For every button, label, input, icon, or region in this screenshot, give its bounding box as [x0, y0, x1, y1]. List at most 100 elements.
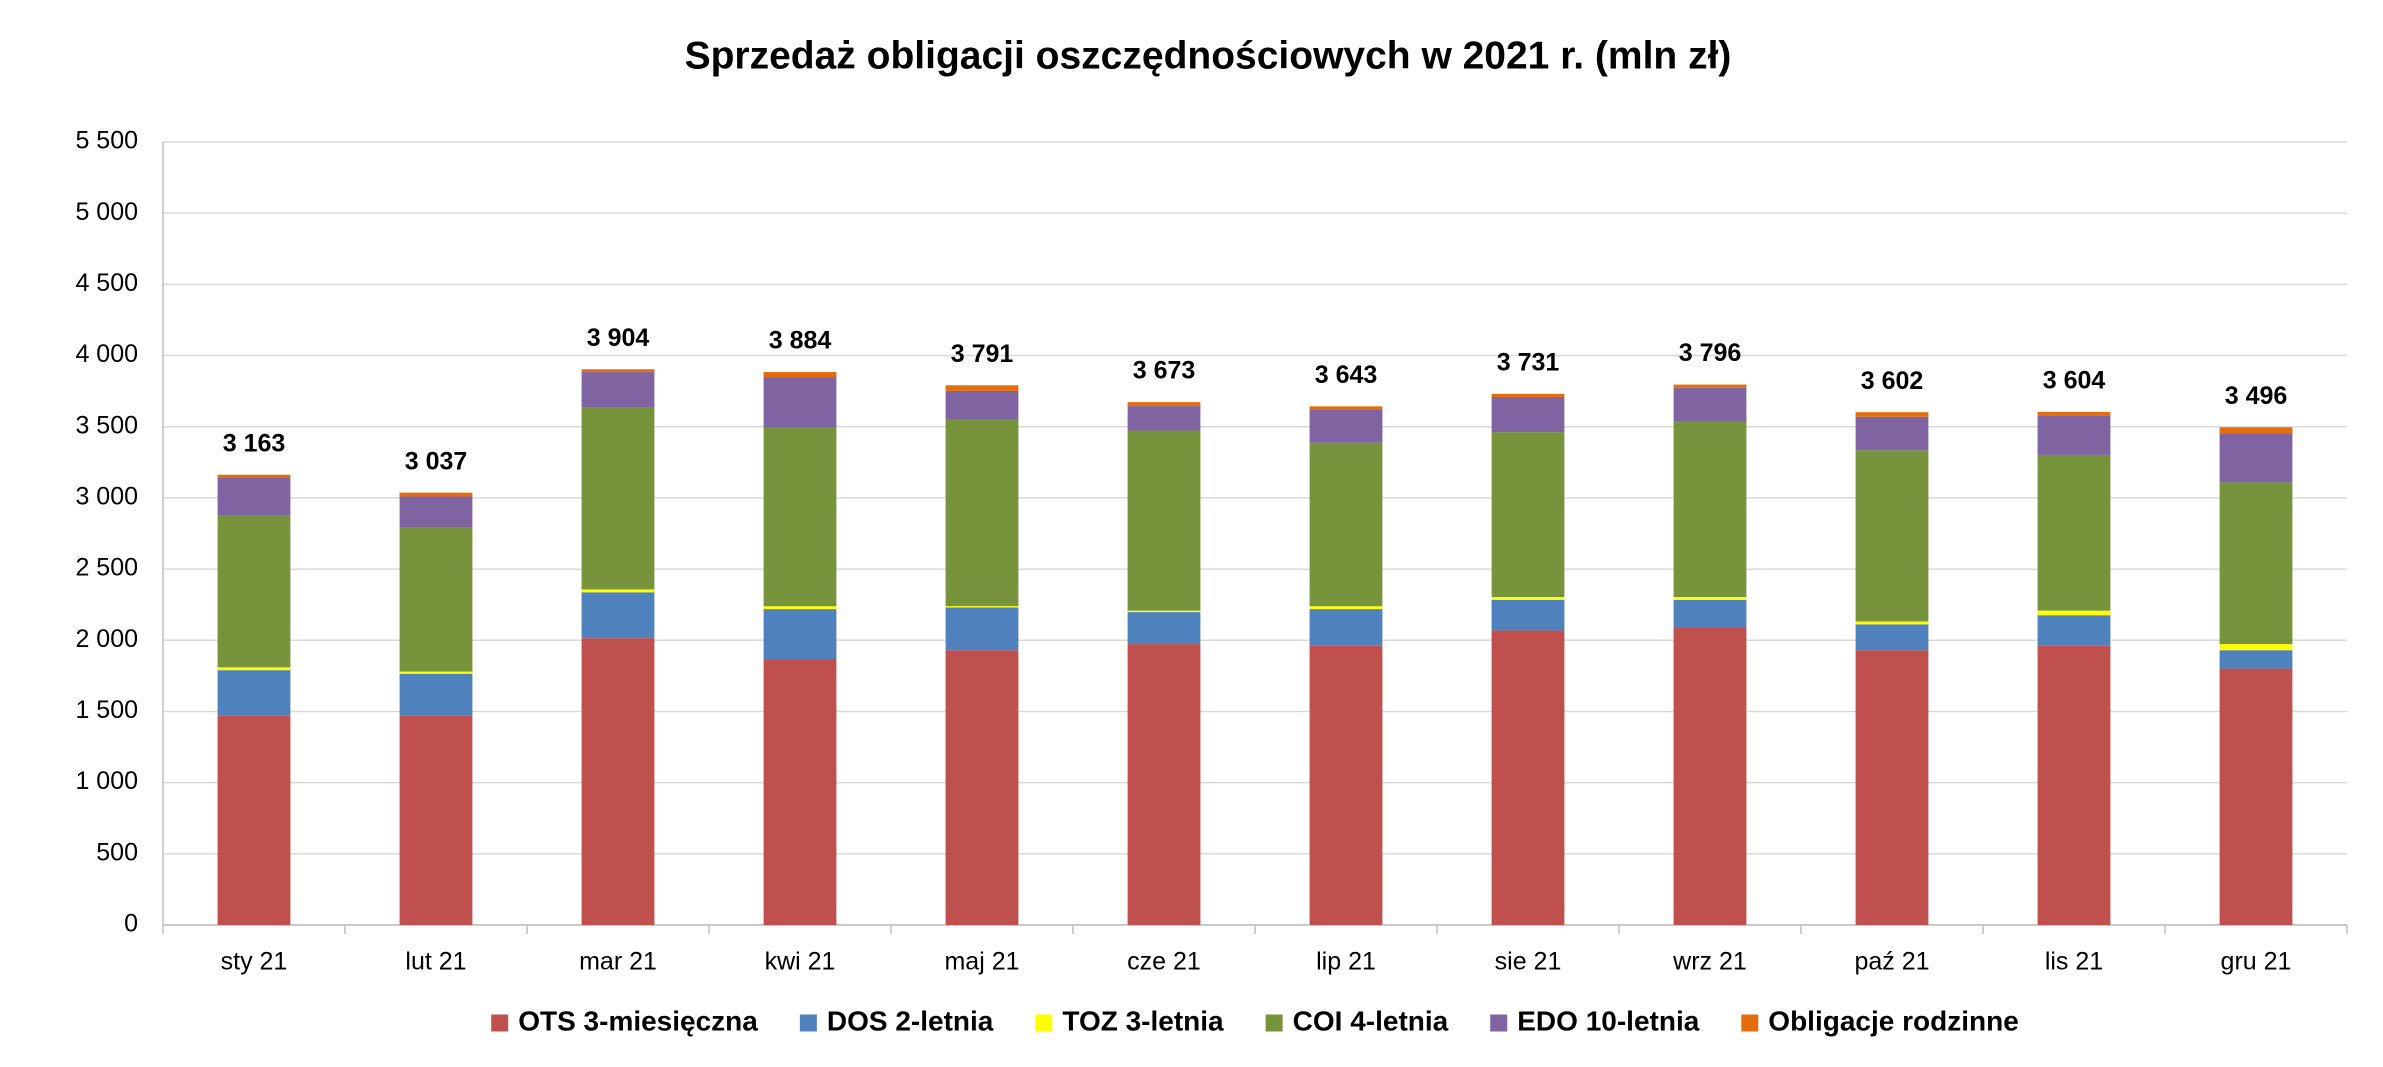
bar-segment: [399, 671, 473, 674]
bar-segment: [2219, 650, 2293, 669]
bar-segment: [1491, 396, 1565, 433]
bar-segment: [1855, 624, 1929, 651]
bar-segment: [1309, 406, 1383, 410]
bar-segment: [1127, 430, 1201, 611]
chart-title: Sprzedaż obligacji oszczędnościowych w 2…: [685, 34, 1732, 77]
total-label: 3 884: [769, 327, 832, 355]
bar-segment: [1309, 442, 1383, 607]
x-tick-label: lis 21: [2045, 948, 2103, 976]
bar-segment: [217, 667, 291, 671]
legend-label: TOZ 3-letnia: [1062, 1005, 1224, 1036]
bar-segment: [217, 514, 291, 668]
bar-segment: [2037, 645, 2111, 925]
bar-segment: [1673, 596, 1747, 600]
bar-segment: [1855, 450, 1929, 622]
total-label: 3 731: [1497, 348, 1560, 376]
legend-swatch: [799, 1014, 817, 1032]
bar-segment: [2037, 411, 2111, 416]
bar-segment: [399, 527, 473, 672]
bar-segment: [2219, 482, 2293, 645]
bar-segment: [2037, 610, 2111, 616]
y-tick-label: 2 500: [75, 554, 138, 582]
y-tick-label: 3 000: [75, 483, 138, 511]
bar-segment: [1127, 406, 1201, 431]
bar-segment: [581, 372, 655, 408]
bar-segment: [945, 385, 1019, 391]
bar-segment: [1673, 384, 1747, 388]
bar-segment: [1491, 630, 1565, 925]
bar-segment: [399, 715, 473, 925]
legend-swatch: [1265, 1014, 1283, 1032]
bar-segment: [399, 496, 473, 528]
y-tick-label: 4 500: [75, 269, 138, 297]
y-tick-label: 3 500: [75, 411, 138, 439]
bar-segment: [1127, 612, 1201, 645]
x-tick-label: wrz 21: [1672, 948, 1747, 976]
bar-segment: [581, 407, 655, 590]
x-tick-label: lip 21: [1316, 948, 1376, 976]
legend-label: Obligacje rodzinne: [1768, 1005, 2018, 1036]
bar-segment: [1491, 596, 1565, 600]
x-tick-label: lut 21: [405, 948, 466, 976]
x-tick-label: sie 21: [1495, 948, 1562, 976]
bar-segment: [1309, 606, 1383, 610]
x-tick-label: maj 21: [944, 948, 1019, 976]
total-label: 3 796: [1679, 339, 1742, 367]
bar-segment: [763, 427, 837, 607]
y-tick-label: 0: [124, 910, 138, 938]
total-label: 3 037: [405, 447, 468, 475]
total-label: 3 904: [587, 324, 650, 352]
bar-segment: [2037, 454, 2111, 611]
x-tick-label: cze 21: [1127, 948, 1201, 976]
bar-segment: [1491, 599, 1565, 631]
x-tick-label: gru 21: [2221, 948, 2292, 976]
bar-segment: [945, 390, 1019, 420]
bar-segment: [945, 606, 1019, 608]
bar-segment: [217, 670, 291, 716]
bar-segment: [1673, 421, 1747, 597]
bar-segment: [1491, 393, 1565, 397]
bar-segment: [581, 592, 655, 639]
legend-label: OTS 3-miesięczna: [518, 1005, 758, 1036]
bar-segment: [763, 372, 837, 378]
total-label: 3 673: [1133, 357, 1196, 385]
bar-segment: [217, 715, 291, 925]
bar-segment: [1127, 402, 1201, 407]
legend-swatch: [1035, 1014, 1053, 1032]
y-tick-label: 1 500: [75, 696, 138, 724]
bar-segment: [763, 377, 837, 428]
legend-swatch: [491, 1014, 509, 1032]
bar-segment: [581, 369, 655, 373]
y-tick-label: 4 000: [75, 340, 138, 368]
bar-segment: [581, 589, 655, 593]
bar-segment: [2219, 644, 2293, 651]
total-label: 3 643: [1315, 361, 1378, 389]
bar-segment: [1673, 627, 1747, 925]
total-label: 3 604: [2043, 367, 2106, 395]
bar-segment: [2219, 668, 2293, 925]
bar-segment: [1855, 416, 1929, 451]
bar-segment: [217, 474, 291, 478]
bar-segment: [1855, 621, 1929, 625]
bar-segment: [2219, 427, 2293, 434]
bar-segment: [763, 609, 837, 660]
bar-segment: [1309, 609, 1383, 646]
bar-segment: [1855, 650, 1929, 925]
legend-swatch: [1490, 1014, 1508, 1032]
total-label: 3 602: [1861, 367, 1924, 395]
x-tick-label: paź 21: [1854, 948, 1929, 976]
x-tick-label: sty 21: [221, 948, 288, 976]
bar-segment: [945, 419, 1019, 607]
legend-label: COI 4-letnia: [1293, 1005, 1449, 1036]
bar-segment: [1673, 387, 1747, 422]
bar-segment: [945, 650, 1019, 925]
bar-segment: [2219, 433, 2293, 483]
bar-segment: [217, 477, 291, 515]
bar-segment: [399, 492, 473, 497]
bar-segment: [763, 606, 837, 610]
y-tick-label: 2 000: [75, 625, 138, 653]
bar-segment: [1127, 610, 1201, 613]
bar-segment: [763, 659, 837, 925]
x-tick-label: kwi 21: [765, 948, 836, 976]
